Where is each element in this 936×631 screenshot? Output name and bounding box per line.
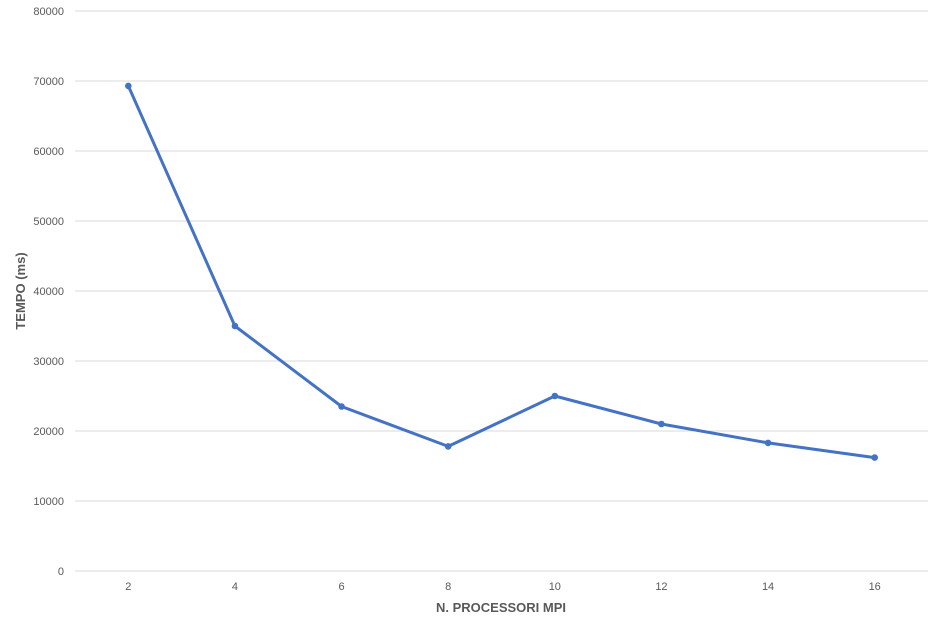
y-tick-label: 10000: [33, 496, 64, 508]
data-point: [764, 439, 772, 447]
x-tick-label: 8: [445, 581, 451, 593]
data-point: [871, 454, 878, 461]
data-point: [658, 420, 665, 428]
data-point: [444, 443, 452, 450]
y-axis-title: TEMPO (ms): [13, 252, 28, 329]
data-point: [338, 403, 345, 410]
x-tick-label: 2: [125, 581, 131, 593]
y-tick-label: 60000: [33, 146, 64, 158]
y-tick-label: 0: [58, 566, 64, 578]
y-tick-label: 30000: [33, 356, 64, 368]
x-tick-label: 10: [549, 581, 561, 593]
x-axis-tick-labels: 2 4 6 8 10 12 14 16: [125, 581, 881, 593]
x-tick-label: 16: [869, 581, 881, 593]
series-layer: [125, 82, 878, 461]
x-tick-label: 6: [339, 581, 345, 593]
x-tick-label: 4: [232, 581, 238, 593]
data-point: [551, 392, 559, 400]
y-axis-tick-labels: 0 10000 20000 30000 40000 50000 60000 70000 8000…: [33, 6, 64, 578]
data-point: [231, 322, 239, 330]
y-tick-label: 20000: [33, 426, 64, 438]
series-line: [126, 84, 877, 460]
y-tick-label: 80000: [33, 6, 64, 18]
x-axis-title: N. PROCESSORI MPI: [436, 600, 566, 615]
x-tick-label: 14: [762, 581, 774, 593]
data-point: [125, 82, 132, 90]
y-tick-label: 40000: [33, 286, 64, 298]
y-tick-label: 70000: [33, 76, 64, 88]
gridlines: [75, 10, 928, 572]
x-tick-label: 12: [655, 581, 667, 593]
y-tick-label: 50000: [33, 216, 64, 228]
